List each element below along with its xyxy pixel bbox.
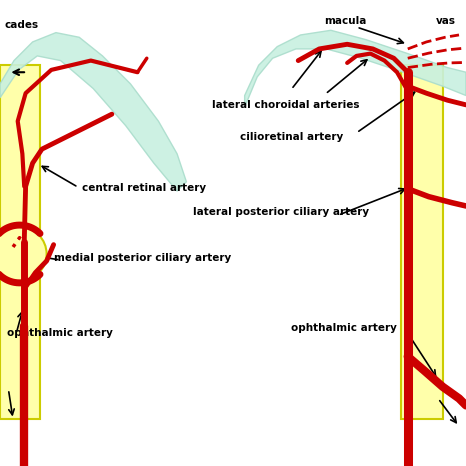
Text: vas: vas (436, 16, 456, 26)
Polygon shape (0, 33, 186, 191)
Text: medial posterior ciliary artery: medial posterior ciliary artery (54, 254, 231, 263)
Text: ophthalmic artery: ophthalmic artery (291, 323, 397, 333)
Circle shape (0, 227, 47, 281)
Text: lateral posterior ciliary artery: lateral posterior ciliary artery (193, 207, 370, 217)
Text: cilioretinal artery: cilioretinal artery (240, 132, 343, 142)
Text: macula: macula (324, 16, 366, 26)
Bar (0, 65, 40, 419)
Text: cades: cades (5, 21, 39, 30)
Polygon shape (245, 30, 466, 107)
Bar (401, 65, 443, 419)
Text: lateral choroidal arteries: lateral choroidal arteries (212, 100, 360, 110)
Text: central retinal artery: central retinal artery (82, 184, 206, 193)
Text: ophthalmic artery: ophthalmic artery (7, 328, 113, 338)
